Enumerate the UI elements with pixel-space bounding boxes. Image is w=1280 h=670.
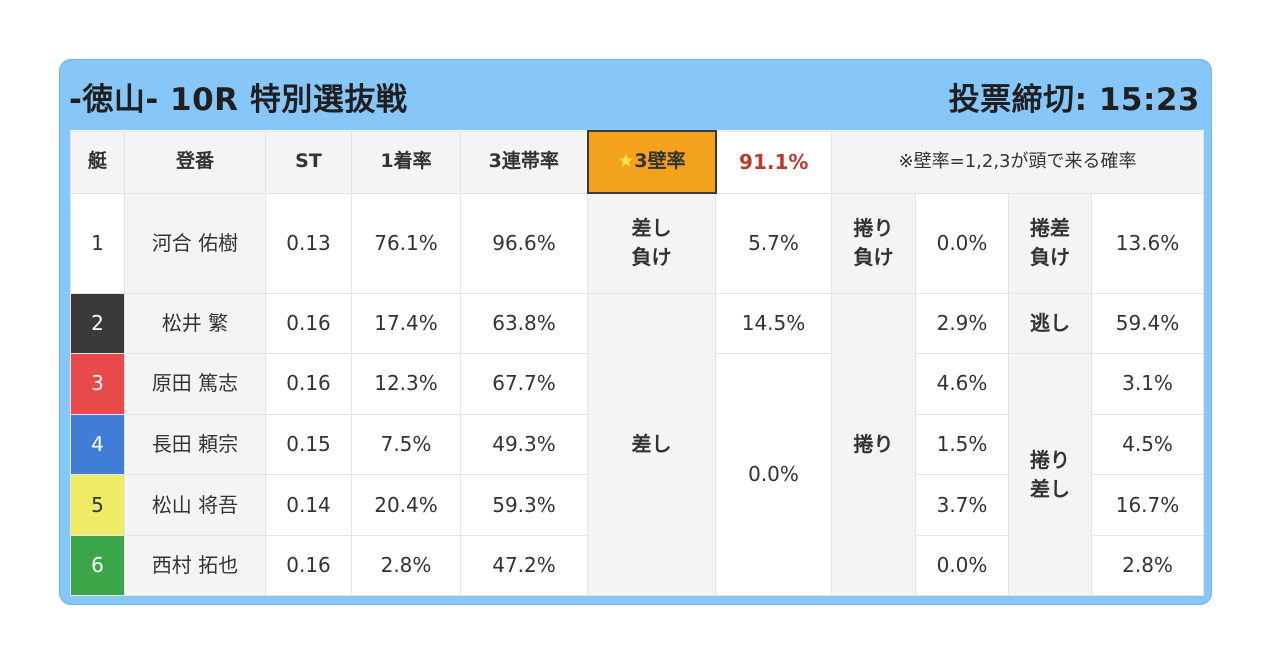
race-card: -徳山- 10R 特別選抜戦 投票締切: 15:23 艇 登番 ST 1着率 3… [59, 59, 1212, 605]
top3-rate: 96.6% [460, 192, 588, 294]
racer-name: 河合 佑樹 [124, 192, 266, 294]
table-row: 3 原田 篤志 0.16 12.3% 67.7% 0.0% 4.6% 捲り 差し … [70, 353, 1205, 597]
start-timing: 0.16 [265, 292, 352, 355]
makurizashi-pct: 3.1% [1090, 353, 1205, 415]
start-timing: 0.16 [265, 534, 352, 597]
wall-rate-value: 91.1% [715, 130, 832, 194]
top3-rate: 67.7% [460, 353, 588, 415]
sashi-pct: 0.0% [715, 353, 832, 597]
table-row: 1 河合 佑樹 0.13 76.1% 96.6% 差し 負け 5.7% 捲り 負け … [70, 192, 1205, 294]
makurizashi-pct: 2.8% [1090, 534, 1205, 597]
sashi-make-label: 差し 負け [587, 192, 716, 294]
boat-number: 2 [70, 292, 125, 355]
racer-name: 長田 頼宗 [124, 413, 266, 476]
racer-name: 松井 繁 [124, 292, 266, 355]
makurizashi-pct: 4.5% [1090, 413, 1205, 476]
top3-rate: 59.3% [460, 474, 588, 536]
sashi-make-pct: 5.7% [715, 192, 832, 294]
top3-rate: 63.8% [460, 292, 588, 355]
sashi-pct: 14.5% [715, 292, 832, 355]
makuri-pct: 4.6% [915, 353, 1009, 415]
boat-number: 5 [70, 474, 125, 536]
boat-number: 1 [70, 192, 125, 294]
win-rate: 17.4% [351, 292, 461, 355]
wall-rate-note: ※壁率=1,2,3が頭で来る確率 [830, 130, 1205, 194]
win-rate: 20.4% [351, 474, 461, 536]
col-header-top3-rate: 3連帯率 [460, 130, 588, 194]
race-header: -徳山- 10R 特別選抜戦 投票締切: 15:23 [60, 60, 1211, 130]
makuri-pct: 2.9% [915, 292, 1009, 355]
col-header-st: ST [265, 130, 352, 194]
makurizashi-label: 捲り 差し [1008, 353, 1092, 597]
table-row: 4 長田 頼宗 0.15 7.5% 49.3% 1.5% 4.5% [70, 413, 1205, 476]
col-header-win-rate: 1着率 [351, 130, 461, 194]
boat-number: 4 [70, 413, 125, 476]
start-timing: 0.16 [265, 353, 352, 415]
sashi-label: 差し [587, 292, 716, 597]
win-rate: 12.3% [351, 353, 461, 415]
start-timing: 0.15 [265, 413, 352, 476]
racer-name: 原田 篤志 [124, 353, 266, 415]
racer-name: 西村 拓也 [124, 534, 266, 597]
start-timing: 0.13 [265, 192, 352, 294]
makurizashi-make-pct: 13.6% [1090, 192, 1205, 294]
makuri-pct: 0.0% [915, 534, 1009, 597]
makuri-make-pct: 0.0% [915, 192, 1009, 294]
makurizashi-make-label: 捲差 負け [1008, 192, 1092, 294]
boat-number: 6 [70, 534, 125, 597]
race-stats-table: 艇 登番 ST 1着率 3連帯率 ★3壁率 91.1% ※壁率=1,2,3が頭で… [70, 130, 1205, 597]
top3-rate: 47.2% [460, 534, 588, 597]
col-header-boat: 艇 [70, 130, 125, 194]
boat-number: 3 [70, 353, 125, 415]
makuri-pct: 3.7% [915, 474, 1009, 536]
table-row: 5 松山 将吾 0.14 20.4% 59.3% 3.7% 16.7% [70, 474, 1205, 536]
win-rate: 2.8% [351, 534, 461, 597]
makurizashi-pct: 16.7% [1090, 474, 1205, 536]
nige-pct: 59.4% [1090, 292, 1205, 355]
wall-rate-label: 3壁率 [634, 150, 686, 173]
makuri-label: 捲り [831, 292, 916, 597]
col-header-register: 登番 [124, 130, 266, 194]
race-title: -徳山- 10R 特別選抜戦 [69, 82, 408, 118]
voting-deadline: 投票締切: 15:23 [948, 82, 1200, 118]
makuri-pct: 1.5% [915, 413, 1009, 476]
nige-label: 逃し [1008, 292, 1092, 355]
wall-rate-header: ★3壁率 [586, 130, 717, 194]
star-icon: ★ [617, 150, 635, 173]
table-header-row: 艇 登番 ST 1着率 3連帯率 ★3壁率 91.1% ※壁率=1,2,3が頭で… [70, 130, 1205, 194]
table-row: 6 西村 拓也 0.16 2.8% 47.2% 0.0% 2.8% [70, 534, 1205, 597]
start-timing: 0.14 [265, 474, 352, 536]
makuri-make-label: 捲り 負け [831, 192, 916, 294]
racer-name: 松山 将吾 [124, 474, 266, 536]
table-row: 2 松井 繁 0.16 17.4% 63.8% 差し 14.5% 捲り 2.9%… [70, 292, 1205, 597]
win-rate: 76.1% [351, 192, 461, 294]
win-rate: 7.5% [351, 413, 461, 476]
top3-rate: 49.3% [460, 413, 588, 476]
